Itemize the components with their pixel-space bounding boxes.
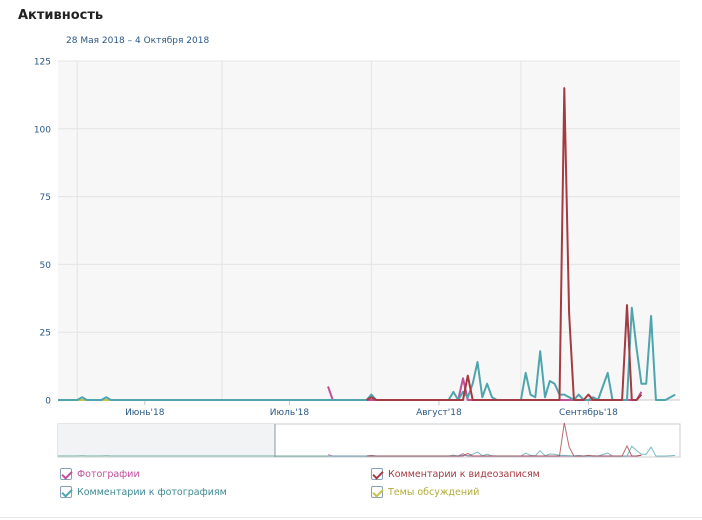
divider [0, 517, 702, 518]
legend-label-photo-comments: Комментарии к фотографиям [77, 486, 227, 498]
legend-item-discussions[interactable]: Темы обсуждений [371, 484, 479, 500]
y-tick-label: 75 [40, 193, 51, 203]
page-title: Активность [18, 8, 104, 23]
legend-item-video-comments[interactable]: Комментарии к видеозаписям [371, 466, 540, 482]
range-navigator[interactable] [57, 422, 681, 458]
checkbox-icon[interactable] [60, 468, 72, 480]
legend-item-photo-comments[interactable]: Комментарии к фотографиям [60, 484, 227, 500]
navigator-line-video-comments [366, 422, 642, 457]
series-lines [58, 87, 676, 401]
activity-chart[interactable]: 0 25 50 75 100 125 Июнь'18 Июль'18 Август'18 Сен… [0, 0, 702, 466]
navigator-mask [58, 424, 275, 457]
legend-label-discussions: Темы обсуждений [388, 486, 480, 498]
y-tick-label: 100 [34, 125, 51, 135]
checkbox-icon[interactable] [371, 468, 383, 480]
x-tick-label: Август'18 [416, 408, 462, 418]
checkbox-icon[interactable] [60, 486, 72, 498]
legend-label-video-comments: Комментарии к видеозаписям [388, 468, 540, 480]
y-tick-label: 0 [45, 397, 51, 407]
x-tick-label: Сентябрь'18 [559, 408, 618, 418]
x-tick-label: Июнь'18 [125, 408, 165, 418]
plot-area [58, 61, 680, 400]
series-line-video-comments [366, 87, 643, 401]
y-tick-label: 50 [40, 261, 52, 271]
legend-label-photos: Фотографии [77, 468, 140, 480]
date-range: 28 Мая 2018 – 4 Октября 2018 [66, 36, 210, 46]
y-tick-label: 25 [40, 329, 51, 339]
x-axis: Июнь'18 Июль'18 Август'18 Сентябрь'18 [58, 399, 680, 418]
series-line-photo-comments [58, 306, 676, 401]
y-axis: 0 25 50 75 100 125 [34, 58, 51, 407]
checkbox-icon[interactable] [371, 486, 383, 498]
x-tick-label: Июль'18 [270, 408, 310, 418]
y-tick-label: 125 [34, 58, 51, 68]
legend-item-photos[interactable]: Фотографии [60, 466, 140, 482]
legend: Фотографии Комментарии к фотографиям Ком… [60, 466, 680, 502]
